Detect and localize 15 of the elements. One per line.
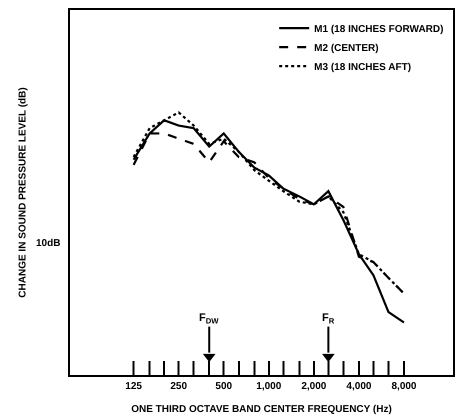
x-tick-label: 500 (215, 381, 233, 392)
y-axis-title: CHANGE IN SOUND PRESSURE LEVEL (dB) (18, 87, 28, 298)
annotation: F$_{R}$ (322, 312, 335, 326)
legend-label: M2 (CENTER) (314, 43, 379, 54)
legend-label: M1 (18 INCHES FORWARD) (314, 24, 444, 36)
x-tick-label: 1,000 (256, 381, 282, 392)
x-tick-label: 4,000 (346, 381, 372, 392)
text: 10dB (36, 238, 60, 249)
x-axis-title: ONE THIRD OCTAVE BAND CENTER FREQUENCY (Hz) (131, 404, 392, 415)
x-tick-label: 2,000 (301, 381, 327, 392)
x-tick-label: 250 (170, 381, 188, 392)
legend-label: M3 (18 INCHES AFT) (314, 62, 412, 74)
x-tick-label: 125 (125, 381, 142, 392)
x-tick-label: 8,000 (391, 381, 417, 392)
annotation: F$_{DW}$ (199, 312, 220, 326)
